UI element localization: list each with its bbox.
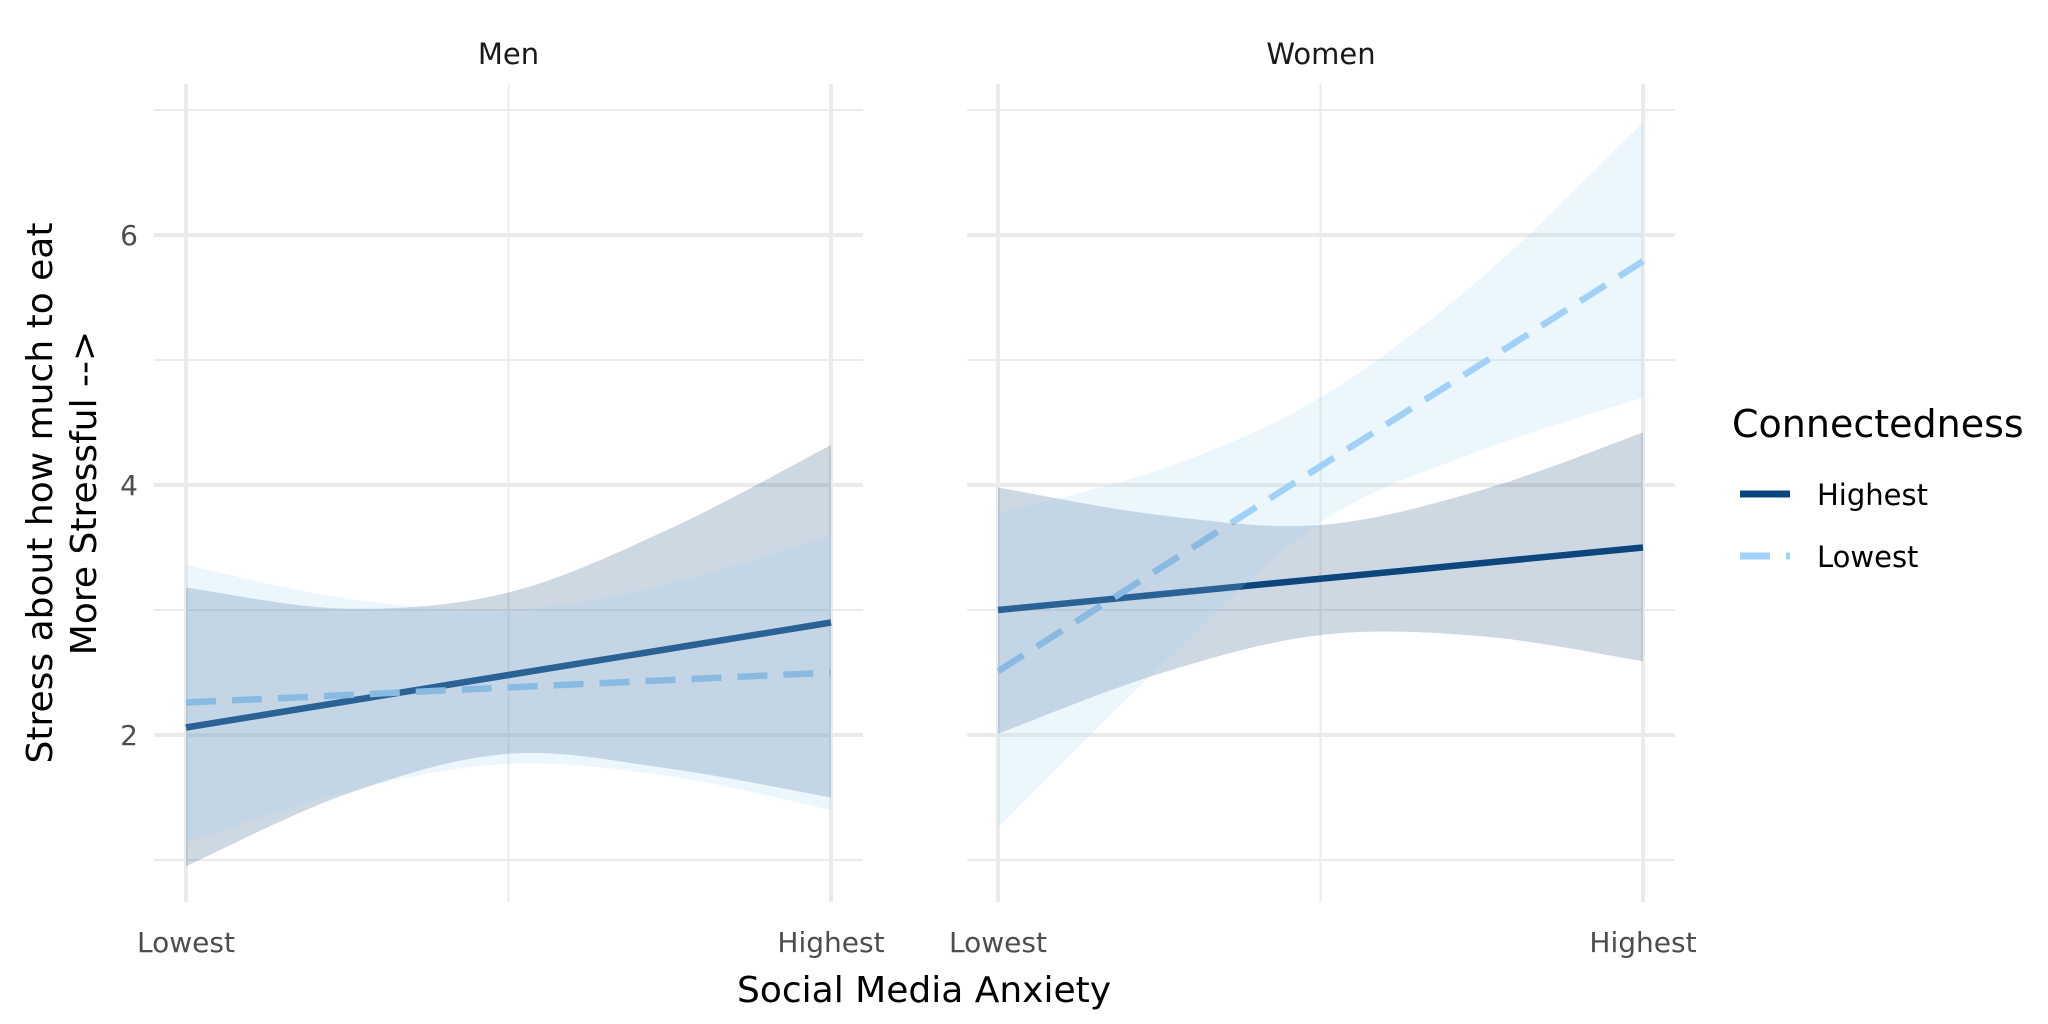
ribbon-lowest-women	[998, 122, 1643, 828]
legend-item-lowest: Lowest	[1740, 540, 1918, 574]
grid	[967, 84, 1675, 902]
ribbon-lowest-men	[186, 535, 831, 843]
facet-label-men: Men	[478, 37, 539, 71]
facet-label-women: Women	[1266, 37, 1375, 71]
x-tick-label: Lowest	[137, 926, 235, 959]
y-axis-title: Stress about how much to eat More Stress…	[20, 223, 105, 764]
legend-label-lowest: Lowest	[1817, 540, 1918, 574]
legend-title: Connectedness	[1732, 402, 2024, 446]
ribbon-highest-men	[186, 445, 831, 867]
legend-label-highest: Highest	[1817, 478, 1928, 512]
line-highest-women	[997, 544, 1644, 614]
legend: Connectedness Highest Lowest	[1732, 402, 2024, 574]
legend-item-highest: Highest	[1740, 478, 1928, 512]
panel-women: Women Lowest Highest	[949, 37, 1697, 959]
x-tick-label: Lowest	[949, 926, 1047, 959]
y-axis-title-line-1: Stress about how much to eat	[20, 223, 61, 764]
y-axis-title-line-2: More Stressful -->	[64, 331, 105, 655]
line-lowest-men	[185, 669, 832, 706]
line-lowest-women	[996, 258, 1645, 674]
y-tick-label: 6	[120, 219, 138, 252]
x-tick-label: Highest	[1589, 926, 1696, 959]
y-tick-label: 2	[120, 719, 138, 752]
ribbon-highest-women	[998, 432, 1643, 734]
y-tick-label: 4	[120, 469, 138, 502]
line-highest-men	[185, 619, 832, 731]
panel-men: Men Lowest Highest	[137, 37, 885, 959]
x-tick-label: Highest	[777, 926, 884, 959]
x-axis-title: Social Media Anxiety	[737, 970, 1111, 1011]
grid	[154, 84, 863, 902]
